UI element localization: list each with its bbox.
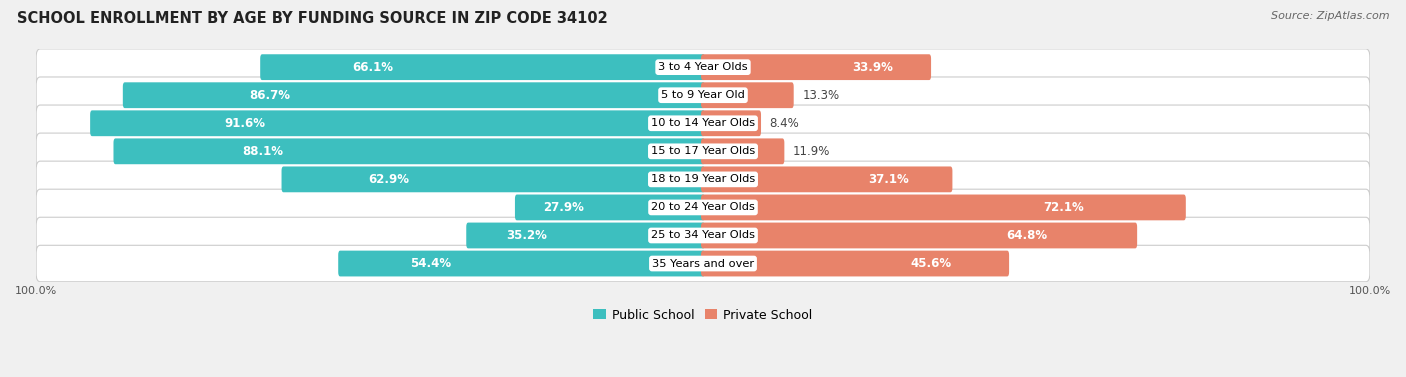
FancyBboxPatch shape [467, 222, 704, 248]
Text: 18 to 19 Year Olds: 18 to 19 Year Olds [651, 175, 755, 184]
Legend: Public School, Private School: Public School, Private School [588, 304, 818, 327]
FancyBboxPatch shape [37, 133, 1369, 170]
FancyBboxPatch shape [260, 54, 704, 80]
FancyBboxPatch shape [122, 82, 704, 108]
FancyBboxPatch shape [702, 167, 952, 192]
Text: 25 to 34 Year Olds: 25 to 34 Year Olds [651, 230, 755, 241]
Text: 91.6%: 91.6% [225, 117, 266, 130]
Text: 66.1%: 66.1% [352, 61, 392, 74]
Text: Source: ZipAtlas.com: Source: ZipAtlas.com [1271, 11, 1389, 21]
Text: 86.7%: 86.7% [249, 89, 290, 102]
Text: 3 to 4 Year Olds: 3 to 4 Year Olds [658, 62, 748, 72]
Text: 8.4%: 8.4% [769, 117, 800, 130]
FancyBboxPatch shape [702, 222, 1137, 248]
FancyBboxPatch shape [37, 161, 1369, 198]
Text: 13.3%: 13.3% [803, 89, 839, 102]
Text: 15 to 17 Year Olds: 15 to 17 Year Olds [651, 146, 755, 156]
Text: 33.9%: 33.9% [852, 61, 893, 74]
FancyBboxPatch shape [515, 195, 704, 220]
FancyBboxPatch shape [702, 251, 1010, 276]
FancyBboxPatch shape [37, 217, 1369, 254]
Text: 5 to 9 Year Old: 5 to 9 Year Old [661, 90, 745, 100]
Text: 37.1%: 37.1% [868, 173, 908, 186]
Text: 72.1%: 72.1% [1043, 201, 1084, 214]
FancyBboxPatch shape [37, 49, 1369, 86]
Text: 54.4%: 54.4% [411, 257, 451, 270]
Text: 10 to 14 Year Olds: 10 to 14 Year Olds [651, 118, 755, 128]
Text: 88.1%: 88.1% [242, 145, 283, 158]
FancyBboxPatch shape [702, 82, 794, 108]
Text: 64.8%: 64.8% [1007, 229, 1047, 242]
FancyBboxPatch shape [90, 110, 704, 136]
FancyBboxPatch shape [702, 195, 1185, 220]
FancyBboxPatch shape [702, 54, 931, 80]
FancyBboxPatch shape [37, 105, 1369, 141]
Text: 62.9%: 62.9% [368, 173, 409, 186]
FancyBboxPatch shape [339, 251, 704, 276]
Text: 11.9%: 11.9% [793, 145, 831, 158]
FancyBboxPatch shape [114, 138, 704, 164]
Text: 20 to 24 Year Olds: 20 to 24 Year Olds [651, 202, 755, 212]
Text: 27.9%: 27.9% [543, 201, 583, 214]
Text: 35.2%: 35.2% [506, 229, 547, 242]
FancyBboxPatch shape [37, 77, 1369, 113]
FancyBboxPatch shape [702, 110, 761, 136]
Text: 45.6%: 45.6% [911, 257, 952, 270]
FancyBboxPatch shape [37, 189, 1369, 226]
Text: 35 Years and over: 35 Years and over [652, 259, 754, 268]
Text: SCHOOL ENROLLMENT BY AGE BY FUNDING SOURCE IN ZIP CODE 34102: SCHOOL ENROLLMENT BY AGE BY FUNDING SOUR… [17, 11, 607, 26]
FancyBboxPatch shape [702, 138, 785, 164]
FancyBboxPatch shape [281, 167, 704, 192]
FancyBboxPatch shape [37, 245, 1369, 282]
